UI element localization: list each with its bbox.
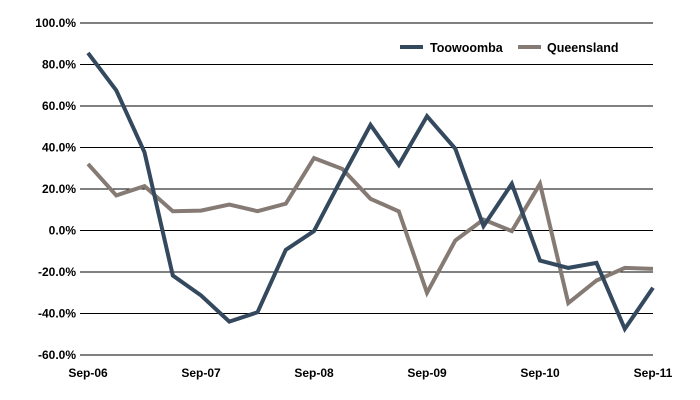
legend: Toowoomba Queensland — [400, 41, 619, 55]
y-tick-label: 80.0% — [42, 58, 76, 72]
x-tick-label: Sep-10 — [520, 366, 560, 380]
y-tick-label: -60.0% — [38, 348, 76, 362]
y-tick-label: 20.0% — [42, 182, 76, 196]
legend-label-toowoomba: Toowoomba — [430, 41, 504, 55]
y-tick-label: 0.0% — [49, 224, 77, 238]
series-lines — [86, 51, 655, 334]
x-tick-label: Sep-06 — [68, 366, 108, 380]
series-line-queensland — [86, 155, 654, 307]
x-tick-label: Sep-07 — [181, 366, 221, 380]
y-tick-label: 60.0% — [42, 99, 76, 113]
y-tick-label: 100.0% — [35, 16, 76, 30]
gridlines — [80, 22, 653, 356]
x-tick-label: Sep-08 — [294, 366, 334, 380]
y-tick-label: -20.0% — [38, 265, 76, 279]
y-axis-ticks: 100.0% 80.0% 60.0% 40.0% 20.0% 0.0% -20.0% -40.… — [35, 16, 76, 362]
x-tick-label: Sep-09 — [407, 366, 447, 380]
legend-label-queensland: Queensland — [547, 41, 619, 55]
x-tick-label: Sep-11 — [634, 366, 673, 380]
x-axis-ticks: Sep-06 Sep-07 Sep-08 Sep-09 Sep-10 Sep-11 — [68, 366, 672, 380]
y-tick-label: -40.0% — [38, 307, 76, 321]
y-tick-label: 40.0% — [42, 141, 76, 155]
series-line-toowoomba — [86, 51, 655, 334]
